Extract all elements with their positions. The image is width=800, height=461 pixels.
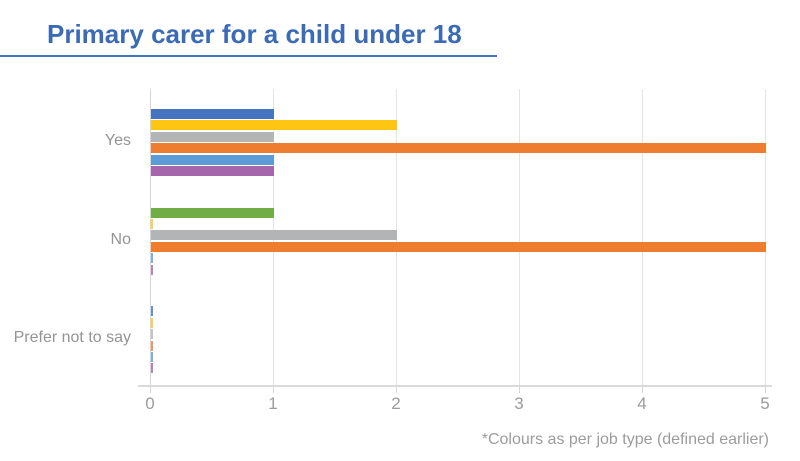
tick-mark-x-5 xyxy=(765,385,766,393)
bar-prefer-not-to-say-light_blue xyxy=(151,351,153,362)
bar-no-purple xyxy=(151,264,153,275)
tick-mark-x-1 xyxy=(273,385,274,393)
x-axis-line xyxy=(138,385,772,387)
bar-no-light_blue xyxy=(151,253,153,264)
category-label-yes: Yes xyxy=(104,132,131,149)
x-tick-label: 0 xyxy=(145,394,155,413)
bar-prefer-not-to-say-grey xyxy=(151,329,153,340)
gridline-x-4 xyxy=(642,89,643,385)
category-label-no: No xyxy=(110,230,131,248)
x-tick-label: 2 xyxy=(391,394,401,413)
bar-no-orange xyxy=(151,241,766,252)
bar-no-green xyxy=(151,207,274,218)
x-tick-label: 1 xyxy=(268,394,278,413)
bar-prefer-not-to-say-orange xyxy=(151,340,153,351)
bar-yes-blue xyxy=(151,109,274,119)
category-axis: Yes No Prefer not to say xyxy=(0,89,131,385)
gridline-x-0 xyxy=(150,89,151,385)
tick-mark-x-4 xyxy=(642,385,643,393)
bar-yes-grey xyxy=(151,131,274,142)
plot-area xyxy=(138,89,772,393)
chart-title: Primary carer for a child under 18 xyxy=(47,19,462,49)
category-label-prefer-not-to-say: Prefer not to say xyxy=(13,329,131,347)
bar-no-yellow xyxy=(151,219,153,230)
tick-mark-x-3 xyxy=(519,385,520,393)
bar-yes-purple xyxy=(151,166,274,176)
tick-mark-x-0 xyxy=(150,385,151,393)
x-tick-label: 4 xyxy=(637,394,647,413)
x-tick-label: 3 xyxy=(514,394,524,413)
bar-prefer-not-to-say-yellow xyxy=(151,317,153,328)
chart-footnote: *Colours as per job type (defined earlie… xyxy=(481,431,769,448)
gridline-x-3 xyxy=(519,89,520,385)
bar-prefer-not-to-say-blue xyxy=(151,306,153,317)
title-underline xyxy=(0,55,497,57)
tick-mark-x-2 xyxy=(396,385,397,393)
bar-no-grey xyxy=(151,230,397,241)
bar-yes-orange xyxy=(151,143,766,154)
bar-yes-yellow xyxy=(151,120,397,131)
bar-yes-light_blue xyxy=(151,154,274,165)
bar-prefer-not-to-say-purple xyxy=(151,363,153,374)
value-axis: 0 1 2 3 4 5 xyxy=(0,394,800,418)
gridline-x-5 xyxy=(765,89,766,385)
x-tick-label: 5 xyxy=(760,394,770,413)
